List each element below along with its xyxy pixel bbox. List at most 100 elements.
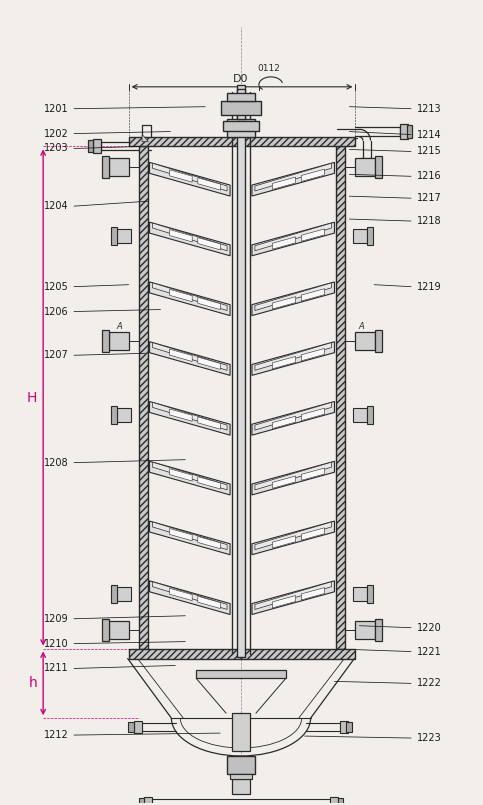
Bar (109, 621, 128, 638)
Text: D0: D0 (233, 74, 249, 84)
Polygon shape (272, 536, 296, 548)
Bar (355, 332, 375, 350)
Polygon shape (272, 357, 296, 369)
Polygon shape (170, 529, 192, 541)
Polygon shape (153, 163, 227, 191)
Bar (330, 797, 339, 805)
Polygon shape (301, 289, 325, 301)
Polygon shape (150, 402, 230, 436)
Polygon shape (301, 349, 325, 361)
Polygon shape (255, 283, 331, 311)
Bar (360, 159, 373, 167)
Polygon shape (301, 468, 325, 481)
Bar (375, 156, 382, 178)
Bar (134, 721, 142, 733)
Text: 1210: 1210 (44, 638, 69, 649)
Bar (196, 671, 286, 679)
Bar (355, 159, 375, 176)
Bar (139, 147, 147, 649)
Polygon shape (272, 297, 296, 309)
Polygon shape (150, 342, 230, 375)
Polygon shape (198, 178, 220, 190)
Bar (223, 121, 259, 130)
Polygon shape (198, 477, 220, 489)
Polygon shape (255, 223, 331, 250)
Polygon shape (198, 417, 220, 429)
Bar (117, 229, 130, 243)
Polygon shape (255, 343, 331, 370)
Polygon shape (272, 237, 296, 250)
Text: A: A (358, 323, 364, 332)
Bar (128, 649, 355, 658)
Bar (367, 585, 373, 603)
Polygon shape (252, 163, 334, 196)
Bar (361, 167, 372, 172)
Text: H: H (27, 390, 37, 405)
Bar (354, 408, 367, 422)
Text: A: A (117, 323, 123, 332)
Bar (117, 587, 130, 601)
Text: 1220: 1220 (416, 623, 441, 633)
Text: 1215: 1215 (416, 147, 441, 156)
Bar (102, 619, 109, 641)
Bar (109, 332, 128, 350)
Bar (346, 722, 353, 732)
Polygon shape (170, 289, 192, 302)
Polygon shape (142, 134, 148, 142)
Bar (128, 137, 355, 147)
Polygon shape (301, 229, 325, 242)
Bar (88, 139, 93, 152)
Bar (407, 125, 412, 138)
Text: 0112: 0112 (257, 64, 280, 73)
Bar (367, 406, 373, 424)
Text: 1214: 1214 (417, 130, 441, 139)
Bar (102, 156, 109, 178)
Polygon shape (198, 536, 220, 549)
Text: 1211: 1211 (44, 663, 69, 674)
Bar (128, 722, 134, 732)
Text: 1216: 1216 (417, 171, 441, 181)
Polygon shape (150, 163, 230, 196)
Polygon shape (153, 223, 227, 250)
Bar (93, 138, 101, 154)
Polygon shape (170, 229, 192, 242)
Bar (139, 798, 143, 805)
Bar (230, 774, 252, 778)
Text: h: h (28, 676, 37, 691)
Polygon shape (170, 588, 192, 601)
Bar (337, 147, 345, 649)
Polygon shape (150, 282, 230, 316)
Bar (227, 93, 255, 101)
Polygon shape (272, 177, 296, 189)
Polygon shape (301, 528, 325, 540)
Text: 1209: 1209 (44, 613, 69, 624)
Text: 1212: 1212 (43, 730, 69, 740)
Text: 1208: 1208 (44, 458, 69, 468)
Text: 1213: 1213 (417, 104, 441, 114)
Bar (339, 798, 343, 805)
Polygon shape (301, 169, 325, 181)
Text: 1201: 1201 (44, 104, 69, 114)
Bar (111, 227, 117, 245)
Polygon shape (153, 402, 227, 430)
Text: 1218: 1218 (417, 216, 441, 226)
Polygon shape (252, 222, 334, 256)
Text: 1222: 1222 (416, 679, 441, 688)
Polygon shape (153, 522, 227, 550)
Polygon shape (198, 357, 220, 369)
Polygon shape (255, 582, 331, 609)
Bar (102, 330, 109, 353)
Polygon shape (255, 522, 331, 550)
Text: 1223: 1223 (416, 733, 441, 743)
Polygon shape (255, 163, 331, 191)
Text: 1203: 1203 (44, 143, 69, 154)
Text: 1217: 1217 (416, 193, 441, 203)
Polygon shape (255, 462, 331, 490)
Bar (227, 118, 255, 137)
Bar (237, 89, 245, 118)
Polygon shape (170, 349, 192, 361)
Bar (400, 124, 408, 138)
Polygon shape (153, 462, 227, 490)
Polygon shape (272, 476, 296, 489)
Polygon shape (150, 581, 230, 614)
